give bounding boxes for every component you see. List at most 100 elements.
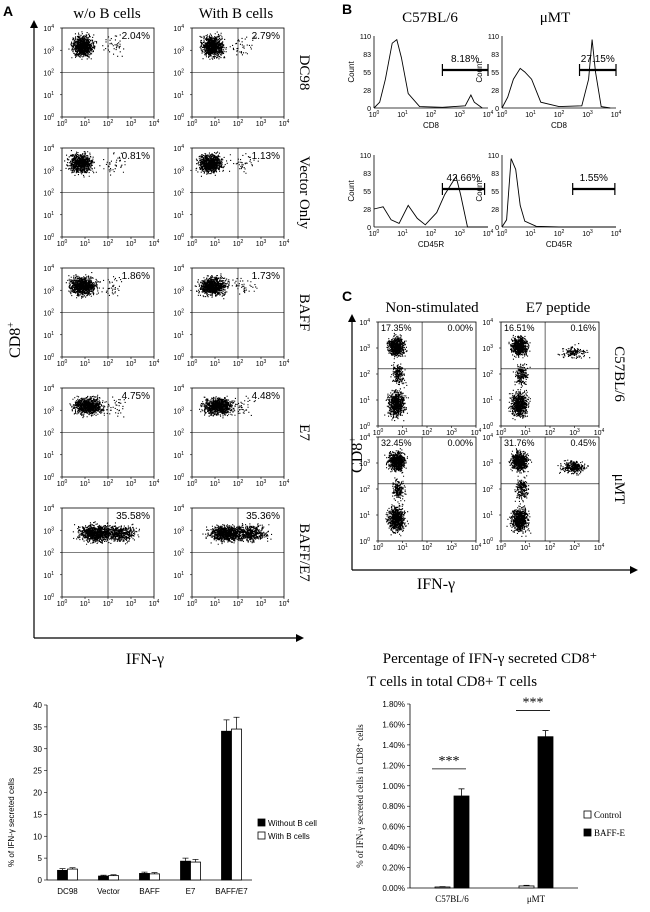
panel-a-r1c0-xtick-base-3: 10 <box>126 241 134 248</box>
panel-a-r0c0-xtick-base-0: 10 <box>57 121 65 128</box>
panel-c-r1c1-xtick-3: 103 <box>569 543 580 552</box>
panel-a-r0c1-xtick-base-0: 10 <box>187 121 195 128</box>
panel-a-r2c1-xtick-base-2: 10 <box>233 361 241 368</box>
panel-a-r2c1-ytick-base-3: 10 <box>173 288 181 295</box>
panel-b-xtick-exp: 0 <box>377 110 380 116</box>
panel-a-r2c0-xtick-2: 102 <box>103 359 114 368</box>
panel-b-xtick-base: 10 <box>497 112 505 119</box>
panel-a-r3c1-xtick-2: 102 <box>233 479 244 488</box>
panel-a-r2c0-ytick-3: 103 <box>43 286 54 295</box>
panel-a-r1c1-xtick-1: 101 <box>210 239 221 248</box>
panel-a-r3c0-xtick-base-2: 10 <box>103 481 111 488</box>
panel-b-xtick-base: 10 <box>582 231 590 238</box>
panel-c-r0c1-xtick-3: 103 <box>569 428 580 437</box>
panel-c-quadrant-ul: 31.76% <box>504 438 535 448</box>
panel-b-xtick-4: 104 <box>611 110 622 119</box>
panel-a-r0c1-xtick-3: 103 <box>256 119 267 128</box>
panel-a-r3c0-xtick-exp-4: 4 <box>157 479 160 485</box>
panel-a-r3c0-ytick-4: 104 <box>43 384 54 393</box>
panel-a-r3c0-ytick-exp-4: 4 <box>51 384 54 390</box>
bar2-legend-label: Control <box>594 810 622 820</box>
panel-a-r4c1-xtick-0: 100 <box>187 599 198 608</box>
panel-a-r2c1-xtick-exp-0: 0 <box>195 359 198 365</box>
panel-a-r2c0-xtick-base-0: 10 <box>57 361 65 368</box>
panel-c-mid-cloud <box>512 363 531 388</box>
panel-a-dot-cloud-pos <box>99 522 140 545</box>
panel-a-dot-cloud-pos <box>228 523 273 544</box>
panel-a-r3c0-ytick-base-2: 10 <box>43 431 51 438</box>
panel-c-r0c1-xtick-exp-1: 1 <box>528 428 531 434</box>
bar2-bar-baff-e <box>453 795 470 889</box>
bar1-bar-with-b-cells <box>231 728 242 881</box>
panel-a-r4c0-xtick-2: 102 <box>103 599 114 608</box>
bar2-legend-label: BAFF-E <box>594 828 626 838</box>
panel-a-r0c1-xtick-exp-1: 1 <box>218 119 221 125</box>
panel-a-r3c1-xtick-base-2: 10 <box>233 481 241 488</box>
panel-b-xtick-base: 10 <box>454 231 462 238</box>
panel-a-r3c0-ytick-exp-2: 2 <box>51 429 54 435</box>
panel-b-xtick-base: 10 <box>426 231 434 238</box>
panel-a-r2c0-ytick-4: 104 <box>43 264 54 273</box>
panel-c-r1c1-xtick-base-3: 10 <box>569 545 577 552</box>
panel-a-r0c0-ytick-exp-0: 0 <box>51 113 54 119</box>
panel-a-r2c1-ytick-1: 101 <box>173 331 184 340</box>
panel-a-r2c0-xtick-3: 103 <box>126 359 137 368</box>
panel-a-r0c0-ytick-base-1: 10 <box>43 93 51 100</box>
panel-a-r0c1-xtick-exp-4: 4 <box>287 119 290 125</box>
panel-a-r4c0-xtick-base-0: 10 <box>57 601 65 608</box>
panel-b: B C57BL/6 μMT 8.18%110100831015510228103… <box>342 1 622 249</box>
panel-b-xtick-2: 102 <box>554 110 565 119</box>
panel-a-r1c1-ytick-3: 103 <box>173 166 184 175</box>
panel-c-r0c1-xtick-exp-2: 2 <box>553 428 556 434</box>
panel-a-r2c1-xtick-1: 101 <box>210 359 221 368</box>
bar2-title-line-1: Percentage of IFN-γ secreted CD8⁺ <box>383 651 597 667</box>
panel-c-cd8-pos-cloud <box>386 332 408 360</box>
panel-a-r1c0-ytick-base-2: 10 <box>43 191 51 198</box>
panel-c-quadrant-ul: 16.51% <box>504 323 535 333</box>
panel-a-col-header-1: w/o B cells <box>73 6 141 22</box>
panel-a-r3c0-xtick-0: 100 <box>57 479 68 488</box>
panel-c-r0c0-ytick-base-0: 10 <box>359 424 367 431</box>
panel-a-r0c0-ytick-exp-3: 3 <box>51 46 54 52</box>
panel-a-dot-scatter <box>102 34 125 57</box>
panel-a-r3c0-xtick-exp-2: 2 <box>111 479 114 485</box>
panel-b-xtick-base: 10 <box>454 112 462 119</box>
panel-a-r0c0-xtick-exp-3: 3 <box>134 119 137 125</box>
panel-c-r1c0-ytick-base-0: 10 <box>359 539 367 546</box>
panel-b-ytick-3: 28 <box>491 207 499 214</box>
panel-b-ytick-0: 110 <box>360 153 371 160</box>
panel-c-r1c1-xtick-exp-4: 4 <box>602 543 605 549</box>
panel-a-r2c1-xtick-exp-1: 1 <box>218 359 221 365</box>
panel-a-r1c1-ytick-base-3: 10 <box>173 168 181 175</box>
panel-a-r3c0-ytick-0: 100 <box>43 473 54 482</box>
panel-a-r2c1-ytick-exp-0: 0 <box>181 353 184 359</box>
panel-c-r0c1-xtick-base-3: 10 <box>569 430 577 437</box>
panel-a-r0c1-ytick-2: 102 <box>173 69 184 78</box>
panel-a-r0c1-xtick-2: 102 <box>233 119 244 128</box>
panel-b-xtick-base: 10 <box>369 231 377 238</box>
panel-a-r1c0-xtick-exp-1: 1 <box>88 239 91 245</box>
panel-b-xtick-exp: 4 <box>619 110 622 116</box>
bar1-y-label: % of IFN-γ secreted cells <box>7 778 16 867</box>
panel-a-row-label-2: BAFF <box>296 294 312 332</box>
bar1-legend-swatch <box>257 818 266 827</box>
panel-a-r4c0-xtick-1: 101 <box>80 599 91 608</box>
panel-a-r3c1-ytick-base-1: 10 <box>173 453 181 460</box>
panel-b-xtick-exp: 4 <box>491 110 494 116</box>
panel-a-r0c1-xtick-exp-2: 2 <box>241 119 244 125</box>
panel-a-r4c0-xtick-exp-2: 2 <box>111 599 114 605</box>
panel-b-xtick-1: 101 <box>525 229 536 238</box>
panel-c-r1c0-ytick-exp-3: 3 <box>367 459 370 465</box>
panel-a-r1c1-ytick-4: 104 <box>173 144 184 153</box>
panel-c-r0c0-xtick-base-0: 10 <box>373 430 381 437</box>
panel-a-r4c1-ytick-exp-3: 3 <box>181 526 184 532</box>
panel-c-r0c1-xtick-base-1: 10 <box>520 430 528 437</box>
panel-c-r1c0-ytick-4: 104 <box>359 433 370 442</box>
panel-c-cd8-pos-cloud <box>508 334 531 360</box>
panel-a-r3c1-ytick-3: 103 <box>173 406 184 415</box>
panel-a-r2c1-xtick-exp-3: 3 <box>264 359 267 365</box>
panel-a-r3c0-ytick-1: 101 <box>43 451 54 460</box>
panel-a-r4c0-ytick-2: 102 <box>43 549 54 558</box>
panel-a-r1c1-xtick-base-0: 10 <box>187 241 195 248</box>
